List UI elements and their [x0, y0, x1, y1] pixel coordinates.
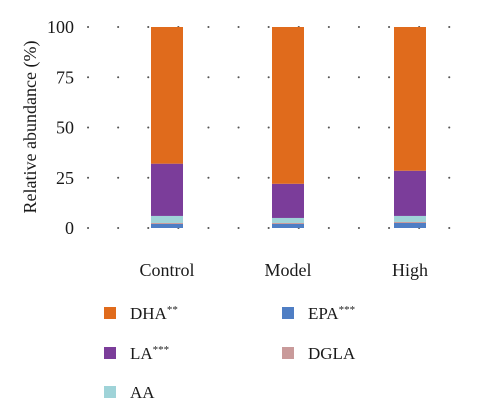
bar-segment-dgla [272, 222, 304, 224]
bar-segment-aa [394, 215, 426, 222]
bar-stack-high [394, 27, 426, 228]
y-axis-title: Relative abundance (%) [20, 41, 41, 214]
bar-segment-aa [151, 215, 183, 223]
legend-label: DHA** [130, 304, 178, 323]
y-tick-label: 50 [56, 118, 74, 138]
legend-label: DGLA [308, 344, 356, 363]
legend-series-name: EPA [308, 304, 339, 323]
legend-item-dgla: DGLA [282, 344, 356, 363]
bar-segment-epa [394, 222, 426, 228]
legend-label: EPA*** [308, 304, 355, 323]
legend-item-epa: EPA*** [282, 304, 355, 323]
legend-swatch [104, 347, 116, 359]
legend-label: AA [130, 383, 155, 402]
bar-stack-control [151, 27, 183, 228]
bar-segment-epa [272, 223, 304, 228]
x-tick-label: High [392, 260, 428, 280]
bar-segment-dha [394, 27, 426, 171]
bar-segment-dha [272, 27, 304, 184]
bar-segment-epa [151, 223, 183, 228]
y-tick-label: 0 [65, 218, 74, 238]
legend-label: LA*** [130, 344, 169, 363]
y-tick-label: 100 [47, 17, 74, 37]
bar-segment-dha [151, 27, 183, 164]
legend-swatch [104, 386, 116, 398]
bar-stack-model [272, 27, 304, 228]
legend-swatch [282, 307, 294, 319]
legend-series-name: LA [130, 344, 153, 363]
legend-significance: ** [167, 304, 178, 316]
legend-item-la: LA*** [104, 344, 169, 363]
legend-item-aa: AA [104, 383, 155, 402]
legend-series-name: DGLA [308, 344, 356, 363]
legend-swatch [282, 347, 294, 359]
legend-significance: *** [153, 344, 170, 356]
legend-item-dha: DHA** [104, 304, 178, 323]
bar-segment-la [151, 163, 183, 216]
bar-segment-aa [272, 217, 304, 223]
bars [151, 27, 426, 228]
y-tick-label: 75 [56, 67, 74, 87]
x-tick-label: Control [139, 260, 194, 280]
x-axis-ticks: Control Model High [139, 260, 428, 280]
legend-significance: *** [339, 304, 356, 316]
bar-segment-la [394, 170, 426, 216]
y-axis-ticks: 0 25 50 75 100 [47, 17, 74, 238]
y-tick-label: 25 [56, 168, 74, 188]
bar-segment-la [272, 183, 304, 218]
bar-segment-dgla [151, 222, 183, 224]
bar-segment-dgla [394, 221, 426, 223]
x-tick-label: Model [265, 260, 312, 280]
legend-swatch [104, 307, 116, 319]
legend-series-name: AA [130, 383, 155, 402]
legend-series-name: DHA [130, 304, 168, 323]
